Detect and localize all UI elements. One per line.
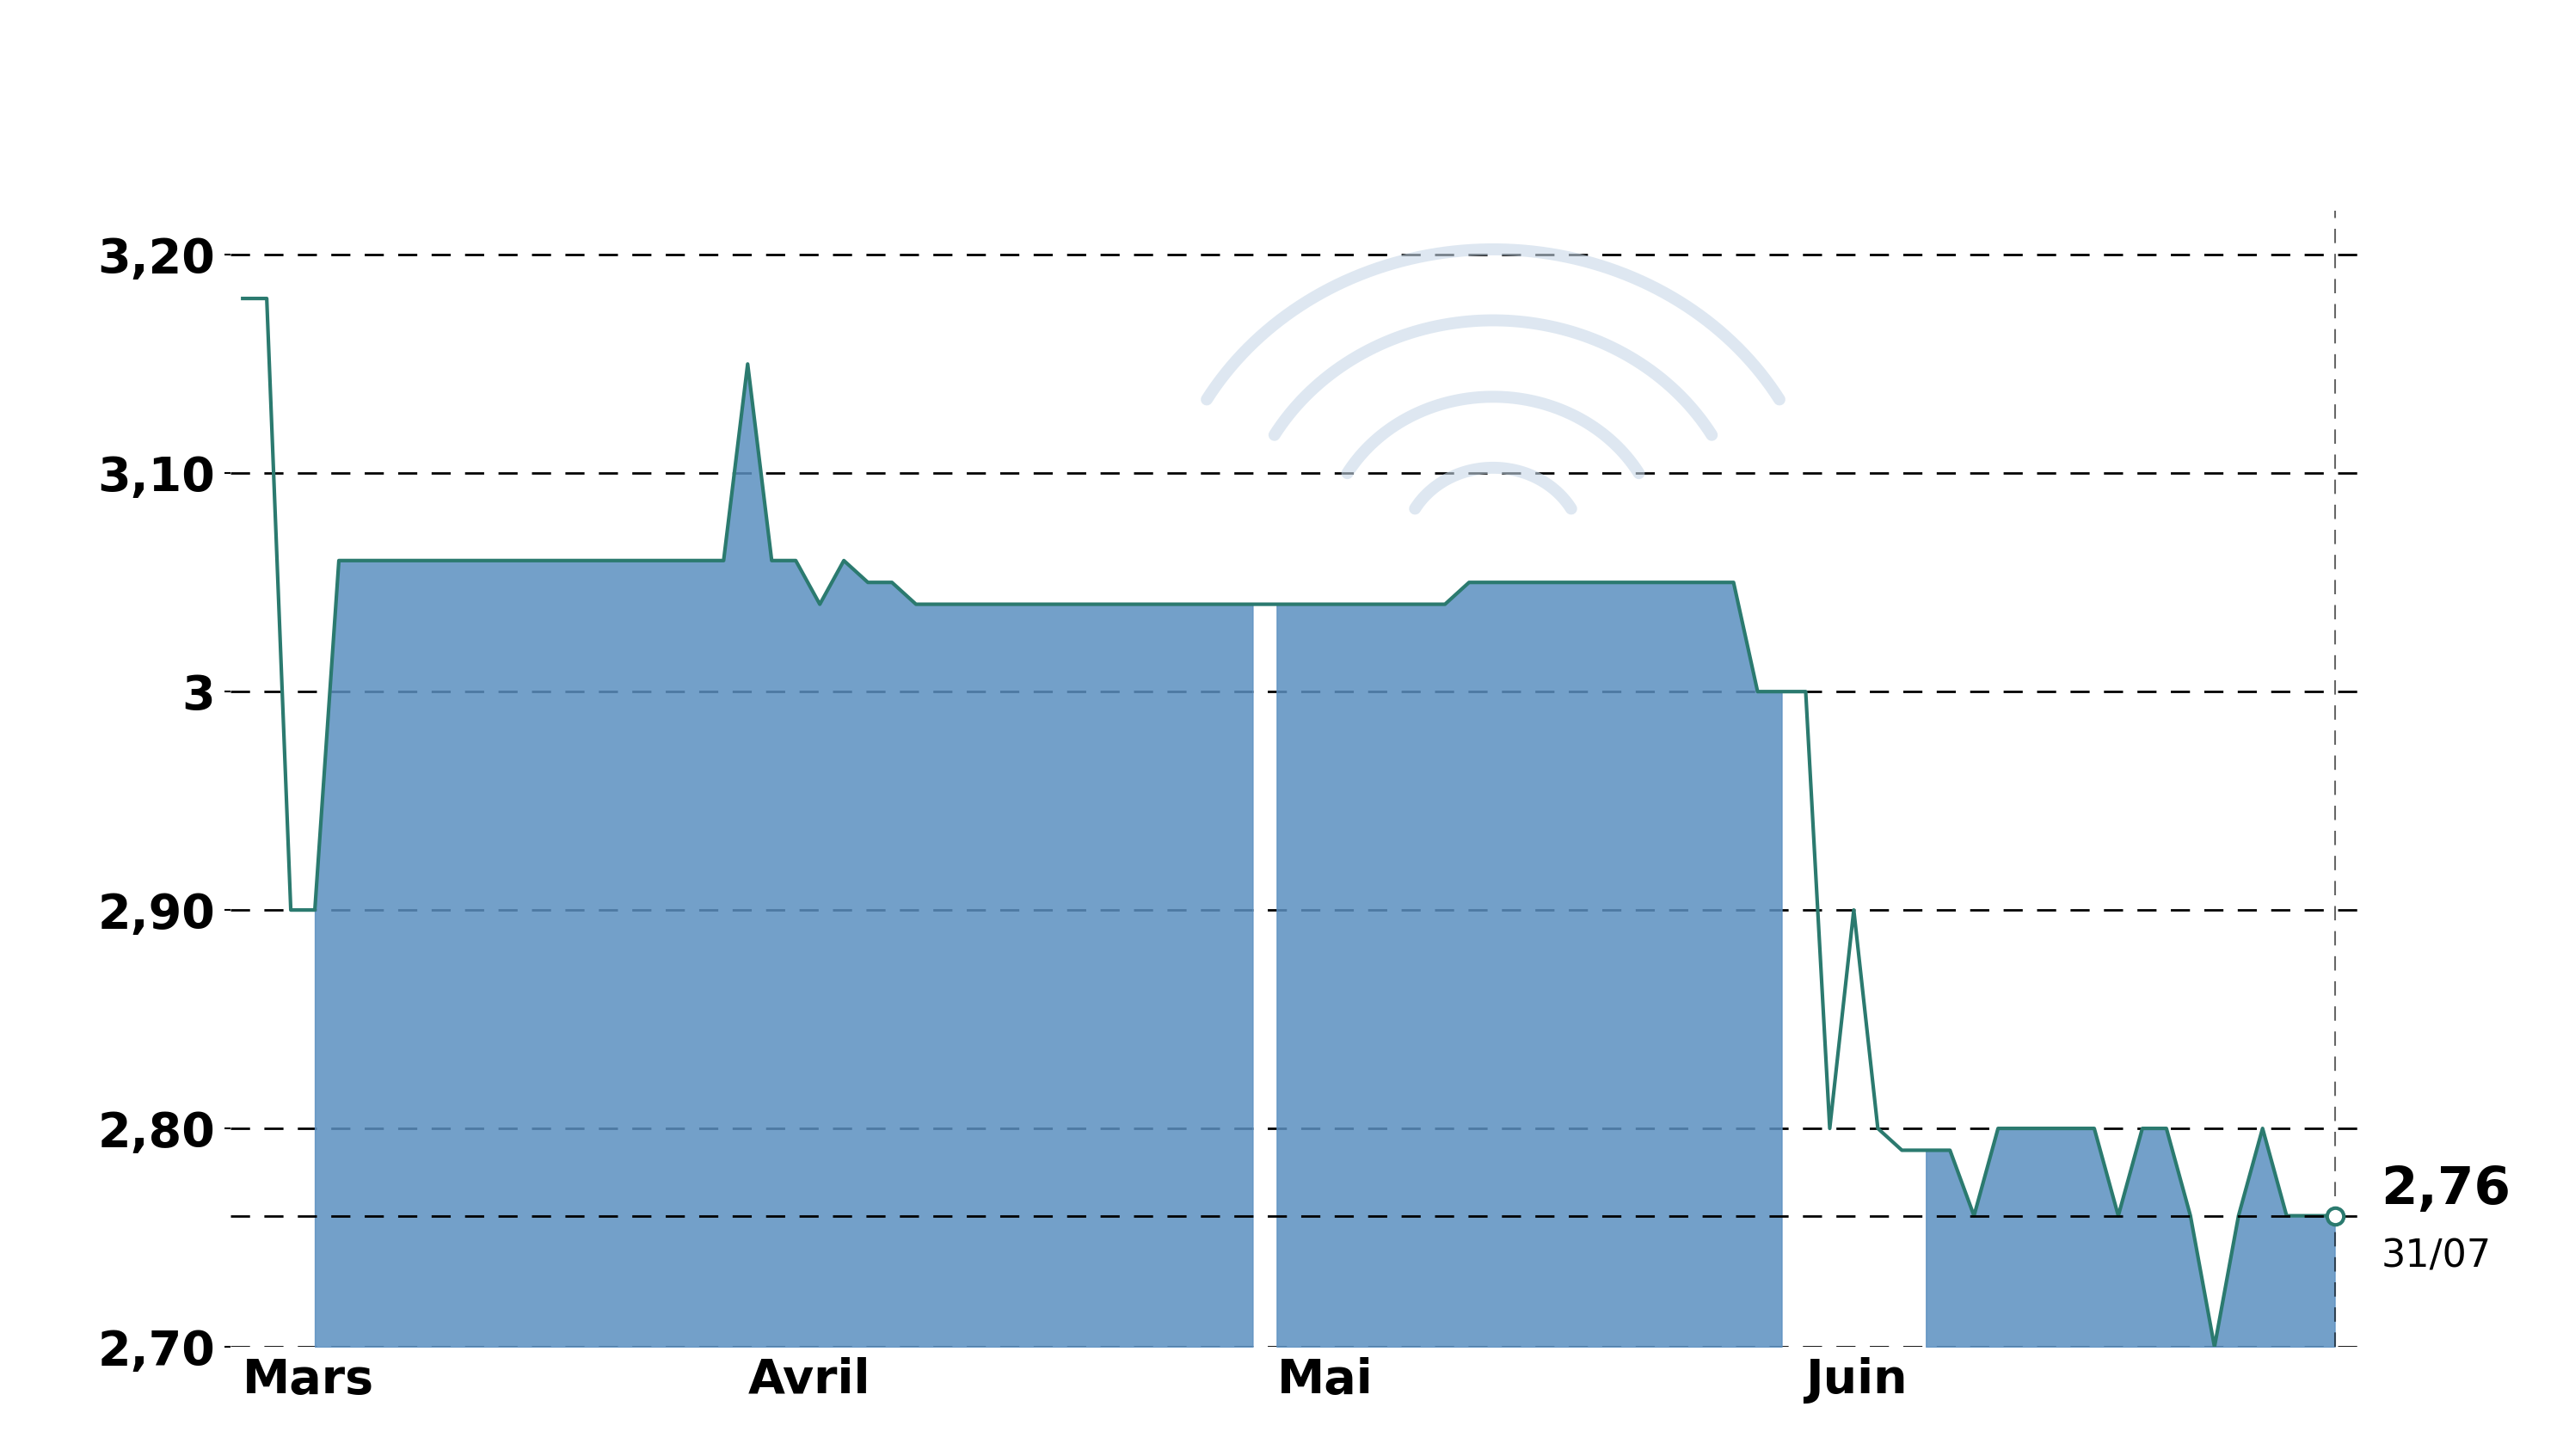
Text: ABL Diagnostics: ABL Diagnostics: [830, 35, 1733, 132]
Text: 31/07: 31/07: [2381, 1238, 2491, 1275]
Text: 2,76: 2,76: [2381, 1165, 2512, 1214]
